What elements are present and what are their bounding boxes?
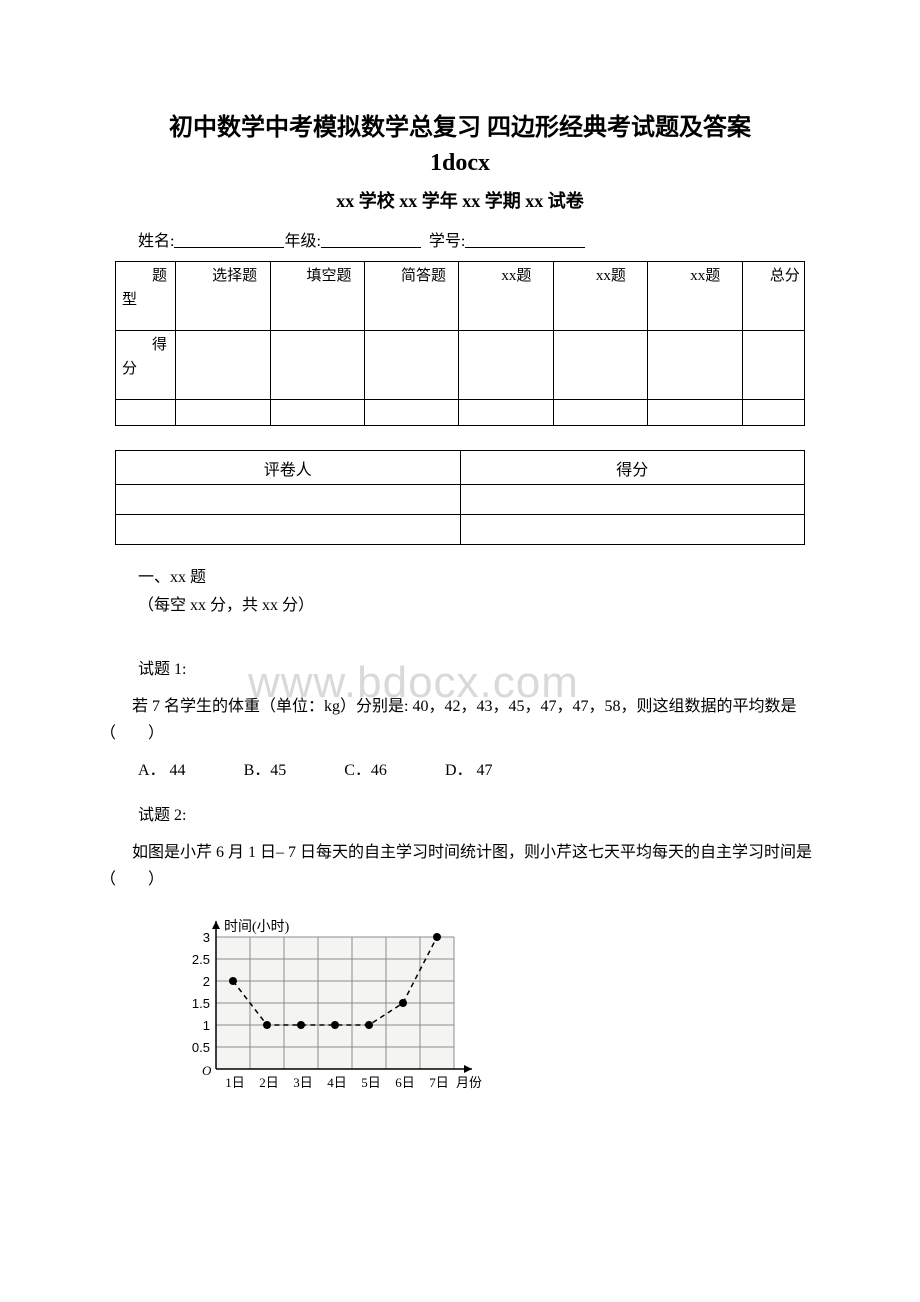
svg-text:4日: 4日 [327,1075,347,1090]
school-line: xx 学校 xx 学年 xx 学期 xx 试卷 [100,187,820,213]
svg-text:6日: 6日 [395,1075,415,1090]
grade-label: 年级: [284,227,320,251]
option-a: A． 44 [138,762,186,779]
option-d: D． 47 [445,762,493,779]
table-row: 评卷人 得分 [116,451,805,485]
table-row [116,400,805,426]
table-row: 题型 选择题 填空题 简答题 xx题 xx题 xx题 总分 [116,262,805,331]
option-c: C．46 [344,762,387,779]
section-heading: 一、xx 题 [138,563,820,587]
question-1-options: A． 44 B．45 C．46 D． 47 [138,757,820,784]
document-title-line2: 1docx [100,150,820,177]
document-title-line1: 初中数学中考模拟数学总复习 四边形经典考试题及答案 [100,110,820,146]
name-row: 姓名: 年级: 学号: [138,227,820,251]
svg-text:O: O [202,1063,212,1078]
cell: 总分 [749,264,800,288]
grader-cell: 评卷人 [116,451,461,485]
score-table: 题型 选择题 填空题 简答题 xx题 xx题 xx题 总分 得分 [115,261,805,426]
svg-text:7日: 7日 [429,1075,449,1090]
svg-text:3日: 3日 [293,1075,313,1090]
svg-text:0.5: 0.5 [192,1040,210,1055]
cell: xx题 [560,264,643,288]
svg-text:5日: 5日 [361,1075,381,1090]
cell: 简答题 [371,264,454,288]
svg-text:2日: 2日 [259,1075,279,1090]
svg-text:1日: 1日 [225,1075,245,1090]
question-1-label: 试题 1: [138,655,820,679]
id-label: 学号: [429,227,465,251]
table-row: 得分 [116,331,805,400]
svg-text:1: 1 [203,1018,210,1033]
id-blank [465,230,585,248]
question-2-body: 如图是小芹 6 月 1 日– 7 日每天的自主学习时间统计图，则小芹这七天平均每… [100,839,820,893]
cell: 题型 [122,264,171,312]
cell: 填空题 [277,264,360,288]
evaluator-table: 评卷人 得分 [115,450,805,545]
svg-text:2: 2 [203,974,210,989]
svg-text:2.5: 2.5 [192,952,210,967]
svg-text:时间(小时): 时间(小时) [224,919,290,935]
score-cell: 得分 [460,451,805,485]
section-note: （每空 xx 分，共 xx 分） [138,591,820,615]
cell: 得分 [122,333,171,381]
chart-container: 时间(小时) 0.5 1 1.5 2 2.5 3 O 1日 2日 3日 4日 5日 6日 7日月份 [160,903,820,1108]
cell: xx题 [465,264,548,288]
table-row [116,515,805,545]
svg-text:月份: 月份 [456,1075,482,1090]
question-1-body: 若 7 名学生的体重（单位：kg）分别是: 40，42，43，45，47，47，… [100,693,820,747]
line-chart: 时间(小时) 0.5 1 1.5 2 2.5 3 O 1日 2日 3日 4日 5日 6日 7日月份 [160,903,500,1103]
option-b: B．45 [244,762,287,779]
svg-text:1.5: 1.5 [192,996,210,1011]
grade-blank [321,230,421,248]
cell: xx题 [654,264,737,288]
cell: 选择题 [182,264,265,288]
table-row [116,485,805,515]
svg-text:3: 3 [203,930,210,945]
question-2-label: 试题 2: [138,801,820,825]
name-label: 姓名: [138,227,174,251]
name-blank [174,230,284,248]
